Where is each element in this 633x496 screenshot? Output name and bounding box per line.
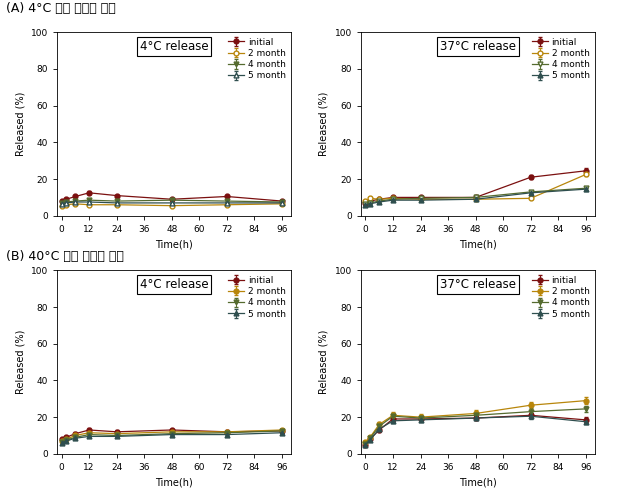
X-axis label: Time(h): Time(h): [459, 240, 497, 249]
X-axis label: Time(h): Time(h): [459, 478, 497, 488]
Legend: initial, 2 month, 4 month, 5 month: initial, 2 month, 4 month, 5 month: [224, 272, 289, 322]
Text: 4°C release: 4°C release: [140, 278, 208, 291]
Text: 37°C release: 37°C release: [440, 278, 516, 291]
Text: (A) 4°C 보관 리포줌 제제: (A) 4°C 보관 리포줌 제제: [6, 2, 116, 15]
Y-axis label: Released (%): Released (%): [319, 330, 329, 394]
Y-axis label: Released (%): Released (%): [15, 92, 25, 156]
X-axis label: Time(h): Time(h): [155, 240, 193, 249]
Legend: initial, 2 month, 4 month, 5 month: initial, 2 month, 4 month, 5 month: [528, 272, 593, 322]
Y-axis label: Released (%): Released (%): [15, 330, 25, 394]
Legend: initial, 2 month, 4 month, 5 month: initial, 2 month, 4 month, 5 month: [224, 34, 289, 84]
Text: 4°C release: 4°C release: [140, 40, 208, 53]
Legend: initial, 2 month, 4 month, 5 month: initial, 2 month, 4 month, 5 month: [528, 34, 593, 84]
Y-axis label: Released (%): Released (%): [319, 92, 329, 156]
Text: 37°C release: 37°C release: [440, 40, 516, 53]
X-axis label: Time(h): Time(h): [155, 478, 193, 488]
Text: (B) 40°C 보관 리포줌 제제: (B) 40°C 보관 리포줌 제제: [6, 250, 124, 263]
